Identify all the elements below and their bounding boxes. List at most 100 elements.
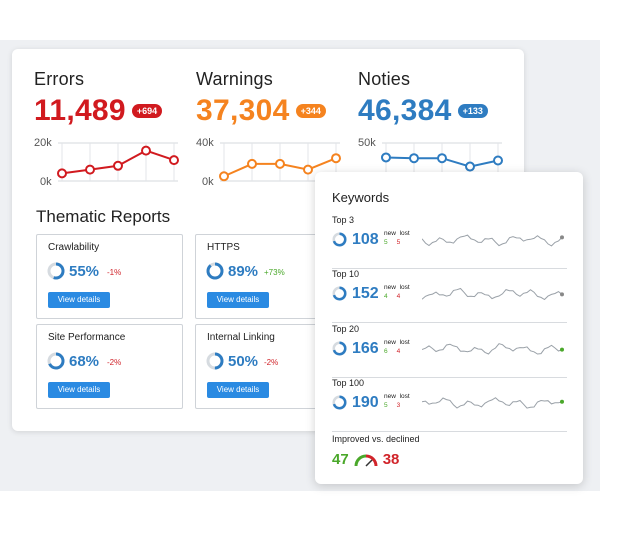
- report-percent: 55%: [69, 263, 100, 280]
- report-delta: -2%: [107, 358, 122, 367]
- errors-value: 11,489: [34, 94, 126, 127]
- axis-top-label: 20k: [34, 137, 52, 149]
- errors-metric[interactable]: Errors 11,489 +694 20k 0k: [34, 69, 194, 188]
- new-lost-counts: new lost 6 4: [384, 338, 410, 356]
- new-count: 5: [384, 402, 388, 409]
- keyword-count: 108: [352, 231, 379, 248]
- lost-count: 4: [396, 293, 401, 300]
- keyword-count: 152: [352, 285, 379, 302]
- trend-point: [141, 145, 151, 156]
- new-count: 5: [384, 239, 388, 246]
- keyword-count: 166: [352, 340, 379, 357]
- thematic-reports-title: Thematic Reports: [36, 207, 171, 226]
- report-percent: 68%: [69, 353, 100, 370]
- trend-point: [169, 155, 179, 166]
- trend-point: [247, 158, 257, 169]
- report-card-site-performance[interactable]: Site Performance 68% -2% View details: [36, 324, 183, 409]
- axis-top-label: 50k: [358, 137, 376, 149]
- sparkline-path: [422, 234, 563, 247]
- new-lost-counts: new lost 5 3: [384, 392, 410, 410]
- report-title: HTTPS: [207, 242, 240, 253]
- keyword-row-top3[interactable]: Top 3 108 new lost 5 5: [332, 215, 567, 269]
- improved-count: 47: [332, 451, 349, 468]
- errors-badge: +694: [131, 104, 163, 118]
- keyword-trend-sparkline: [422, 397, 564, 409]
- new-label: new: [384, 284, 396, 291]
- keyword-row-label: Top 20: [332, 324, 360, 334]
- new-label: new: [384, 230, 396, 237]
- view-details-button[interactable]: View details: [48, 382, 110, 398]
- keyword-row-top10[interactable]: Top 10 152 new lost 4 4: [332, 269, 567, 323]
- trend-point: [381, 152, 391, 163]
- trend-point: [465, 161, 475, 172]
- view-details-button[interactable]: View details: [48, 292, 110, 308]
- keyword-row-top100[interactable]: Top 100 190 new lost 5 3: [332, 378, 567, 432]
- progress-ring-icon: [47, 262, 65, 280]
- sparkline-path: [422, 343, 563, 355]
- lost-label: lost: [399, 339, 410, 346]
- trend-point: [275, 158, 285, 169]
- trend-point: [219, 171, 229, 182]
- keyword-row-label: Top 100: [332, 378, 365, 388]
- lost-label: lost: [399, 230, 410, 237]
- trend-point: [331, 153, 341, 164]
- ring-fill: [47, 352, 65, 370]
- sparkline-path: [422, 287, 563, 301]
- warnings-label: Warnings: [196, 69, 273, 89]
- report-title: Crawlability: [48, 242, 100, 253]
- trend-point: [437, 153, 447, 164]
- progress-ring-icon: [332, 232, 347, 247]
- report-delta: -1%: [107, 268, 122, 277]
- warnings-metric[interactable]: Warnings 37,304 +344 40k 0k: [196, 69, 356, 188]
- axis-bottom-label: 0k: [202, 176, 214, 188]
- warnings-value: 37,304: [196, 94, 290, 127]
- report-title: Internal Linking: [207, 332, 275, 343]
- progress-ring-icon: [206, 352, 224, 370]
- view-details-button[interactable]: View details: [207, 382, 269, 398]
- notices-metric[interactable]: Noties 46,384 +133 50k0k: [358, 69, 518, 188]
- keyword-trend-sparkline: [422, 234, 564, 247]
- new-count: 4: [384, 293, 388, 300]
- progress-ring-icon: [332, 286, 347, 301]
- ring-fill: [332, 341, 347, 356]
- improved-declined-label: Improved vs. declined: [332, 434, 420, 444]
- ring-fill: [206, 352, 224, 370]
- report-delta: -2%: [264, 358, 279, 367]
- trend-point: [113, 160, 123, 171]
- lost-count: 4: [396, 348, 401, 355]
- new-count: 6: [384, 348, 388, 355]
- keywords-title: Keywords: [332, 190, 390, 205]
- report-card-crawlability[interactable]: Crawlability 55% -1% View details: [36, 234, 183, 319]
- trend-point: [493, 155, 503, 166]
- report-percent: 50%: [228, 353, 259, 370]
- axis-bottom-label: 0k: [40, 176, 52, 188]
- sparkline-end-dot: [560, 347, 564, 352]
- keyword-trend-sparkline: [422, 343, 564, 355]
- warnings-trend-chart: 40k 0k: [196, 137, 341, 188]
- progress-ring-icon: [332, 341, 347, 356]
- errors-label: Errors: [34, 69, 85, 89]
- new-label: new: [384, 393, 396, 400]
- view-details-button[interactable]: View details: [207, 292, 269, 308]
- trend-point: [57, 168, 67, 179]
- report-delta: +73%: [264, 268, 285, 277]
- lost-count: 5: [396, 239, 401, 246]
- keywords-card: Keywords Top 3 108 new lost 5 5 Top 10 1…: [315, 172, 583, 484]
- new-lost-counts: new lost 5 5: [384, 229, 410, 247]
- warnings-badge: +344: [295, 104, 326, 118]
- axis-top-label: 40k: [196, 137, 214, 149]
- gauge-icon: [354, 454, 378, 467]
- keyword-row-label: Top 3: [332, 215, 355, 225]
- improved-declined-summary: 47 38: [332, 451, 399, 468]
- trend-point: [303, 164, 313, 175]
- progress-ring-icon: [332, 395, 347, 410]
- progress-ring-icon: [206, 262, 224, 280]
- sparkline-end-dot: [560, 235, 564, 240]
- progress-ring-icon: [47, 352, 65, 370]
- trend-point: [409, 153, 419, 164]
- ring-fill: [47, 262, 65, 280]
- trend-point: [85, 164, 95, 175]
- keyword-row-top20[interactable]: Top 20 166 new lost 6 4: [332, 324, 567, 378]
- keyword-row-label: Top 10: [332, 269, 360, 279]
- sparkline-end-dot: [560, 399, 564, 404]
